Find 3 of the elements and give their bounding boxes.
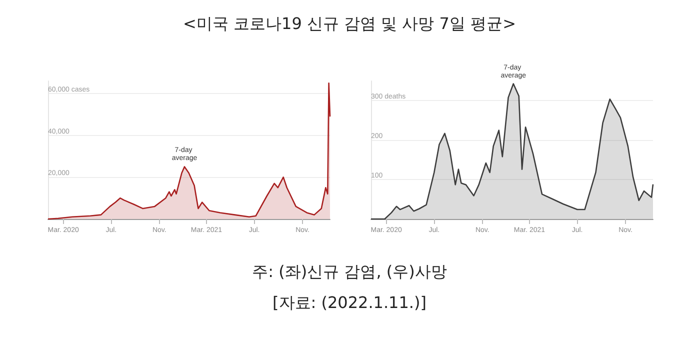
text: [자료: (2022.1.11.)] [272,292,428,314]
text: 주: (좌)신규 감염, (우)사망 [251,261,448,283]
chart-title: <미국 코로나19 신규 감염 및 사망 7일 평균> [182,14,517,35]
